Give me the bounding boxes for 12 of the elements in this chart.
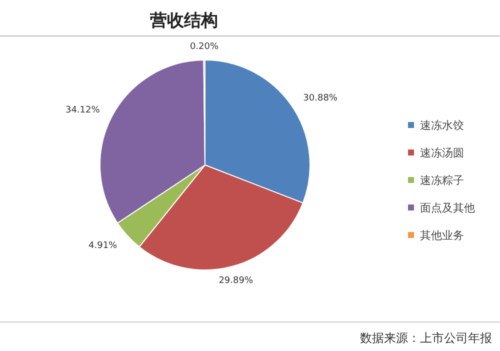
source-note: 数据来源：上市公司年报 — [360, 331, 492, 345]
data-label: 4.91% — [88, 241, 118, 252]
data-label: 0.20% — [190, 42, 219, 52]
data-label: 29.89% — [218, 276, 254, 286]
chart-title: 营收结构 — [149, 11, 218, 31]
legend-label: 面点及其他 — [420, 202, 475, 214]
legend-label: 速冻水饺 — [420, 119, 464, 132]
data-label: 34.12% — [65, 105, 100, 116]
legend-label: 其他业务 — [420, 229, 464, 242]
data-label: 30.88% — [303, 94, 338, 104]
legend-label: 速冻粽子 — [420, 174, 464, 187]
legend-label: 速冻汤圆 — [420, 146, 464, 160]
